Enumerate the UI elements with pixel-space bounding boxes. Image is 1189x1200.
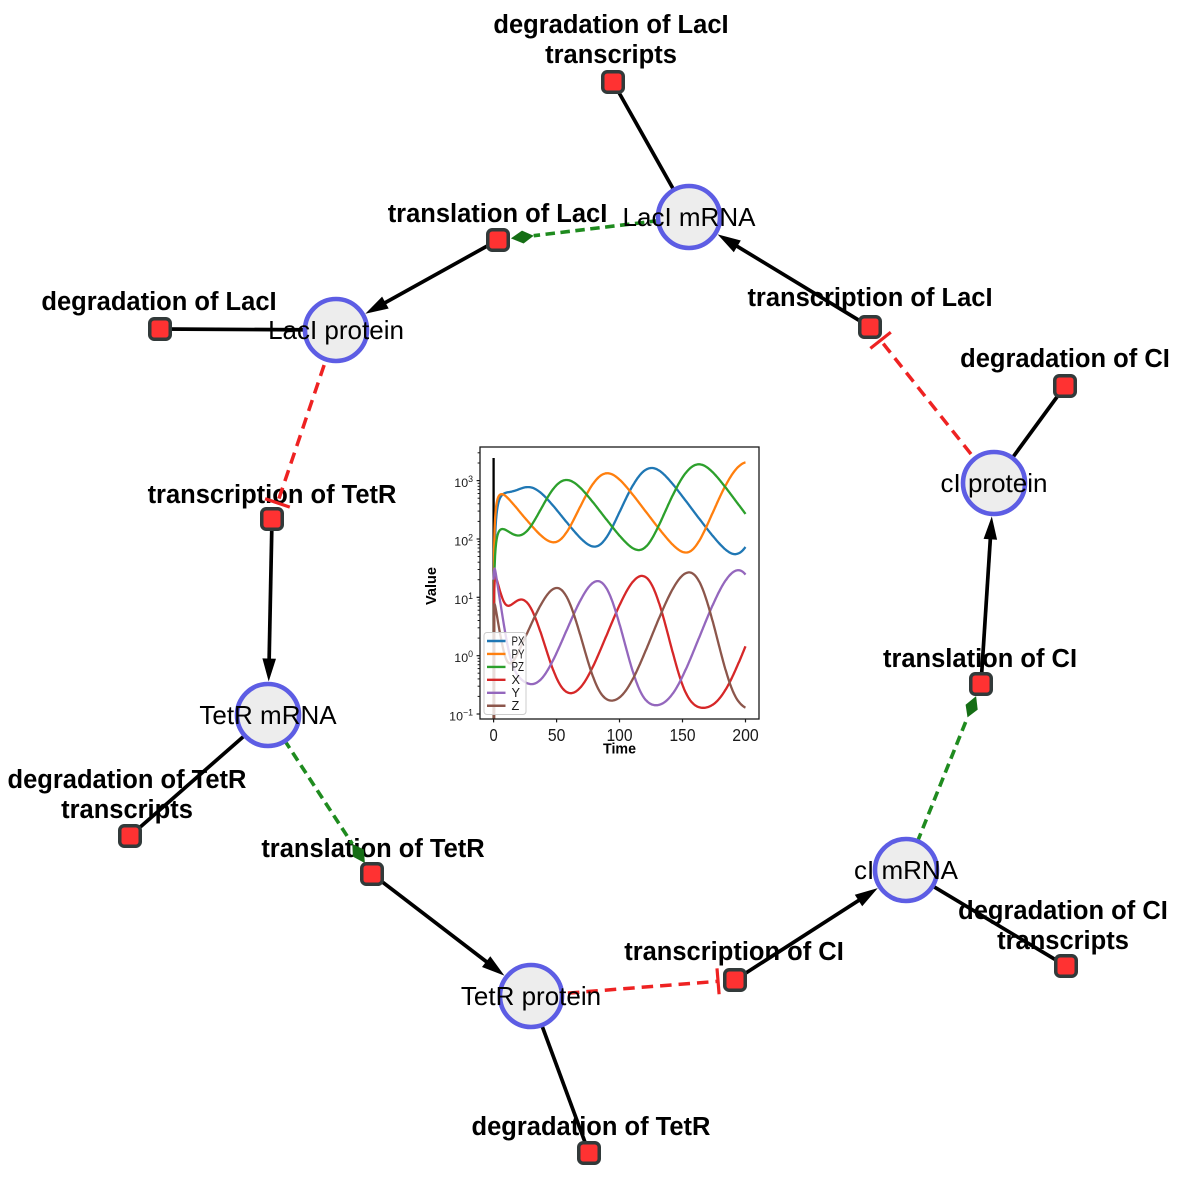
svg-text:TetR protein: TetR protein xyxy=(461,981,601,1011)
svg-text:X: X xyxy=(512,672,521,687)
svg-text:50: 50 xyxy=(548,725,566,745)
svg-text:0: 0 xyxy=(490,725,498,745)
svg-text:Y: Y xyxy=(512,685,521,700)
svg-text:LacI protein: LacI protein xyxy=(268,315,404,345)
svg-text:degradation of LacI: degradation of LacI xyxy=(493,11,728,39)
svg-text:degradation of TetR: degradation of TetR xyxy=(472,1113,711,1141)
svg-text:transcripts: transcripts xyxy=(997,927,1129,955)
svg-text:transcription of CI: transcription of CI xyxy=(624,938,844,966)
svg-text:cI protein: cI protein xyxy=(941,468,1048,498)
svg-text:200: 200 xyxy=(732,725,759,745)
svg-text:translation of CI: translation of CI xyxy=(883,645,1077,673)
svg-text:Value: Value xyxy=(424,567,440,605)
svg-text:transcription of TetR: transcription of TetR xyxy=(148,481,397,509)
svg-text:transcription of LacI: transcription of LacI xyxy=(747,284,992,312)
svg-text:TetR mRNA: TetR mRNA xyxy=(199,700,337,730)
svg-text:150: 150 xyxy=(670,725,696,745)
svg-text:degradation of TetR: degradation of TetR xyxy=(8,766,247,794)
svg-text:100: 100 xyxy=(607,725,633,745)
svg-text:PY: PY xyxy=(512,646,525,661)
svg-text:degradation of CI: degradation of CI xyxy=(960,345,1170,373)
svg-text:cI mRNA: cI mRNA xyxy=(854,855,959,885)
svg-text:Z: Z xyxy=(512,698,520,713)
svg-text:transcripts: transcripts xyxy=(545,41,677,69)
svg-text:degradation of LacI: degradation of LacI xyxy=(41,288,276,316)
svg-text:translation of LacI: translation of LacI xyxy=(388,200,608,228)
svg-text:Time: Time xyxy=(603,742,636,758)
svg-text:PZ: PZ xyxy=(512,659,525,674)
svg-text:PX: PX xyxy=(512,633,525,648)
svg-text:LacI mRNA: LacI mRNA xyxy=(623,202,757,232)
svg-text:translation of TetR: translation of TetR xyxy=(261,835,484,863)
